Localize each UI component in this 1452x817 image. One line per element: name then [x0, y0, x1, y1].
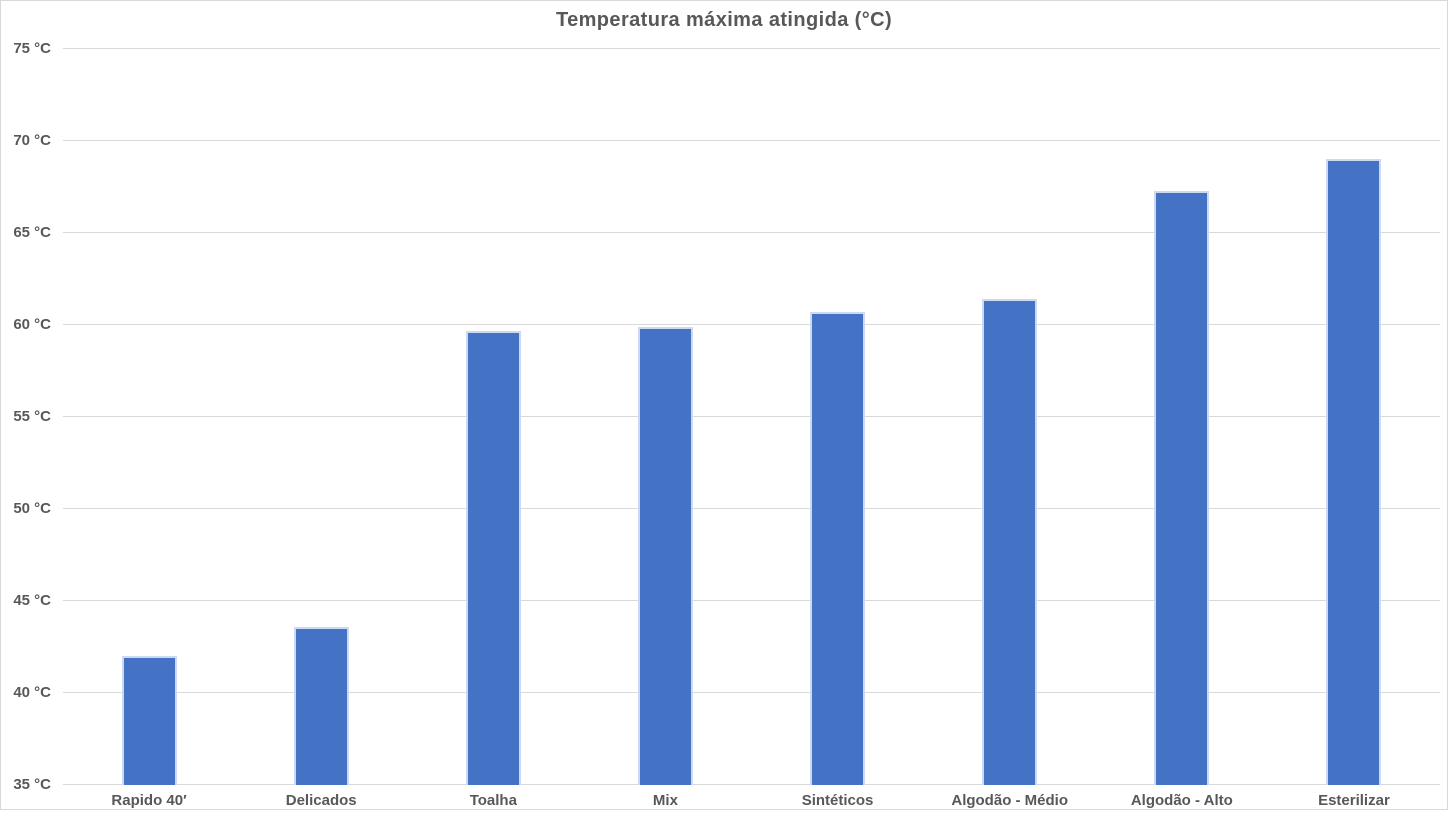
gridline: [63, 140, 1440, 141]
chart-title: Temperatura máxima atingida (°C): [555, 9, 893, 31]
y-tick-label: 45 °C: [13, 592, 51, 609]
y-tick-label: 70 °C: [13, 132, 51, 149]
bar-7: [1154, 190, 1210, 785]
gridline: [63, 324, 1440, 325]
plot-area: [63, 48, 1440, 785]
y-tick-label: 60 °C: [13, 316, 51, 333]
bar-4: [637, 326, 693, 785]
gridline: [63, 48, 1440, 49]
gridline: [63, 508, 1440, 509]
y-tick-label: 75 °C: [13, 40, 51, 57]
gridline: [63, 600, 1440, 601]
y-tick-label: 65 °C: [13, 224, 51, 241]
y-tick-label: 35 °C: [13, 776, 51, 793]
gridline: [63, 692, 1440, 693]
bar-3: [465, 330, 521, 785]
bar-2: [293, 626, 349, 785]
gridline: [63, 416, 1440, 417]
x-tick-label: Algodão - Médio: [951, 792, 1069, 809]
bar-8: [1326, 159, 1382, 785]
x-tick-label: Toalha: [469, 792, 517, 809]
x-tick-label: Mix: [652, 792, 678, 809]
y-tick-label: 55 °C: [13, 408, 51, 425]
x-tick-label: Algodão - Alto: [1130, 792, 1233, 809]
bar-1: [121, 656, 177, 785]
y-tick-label: 40 °C: [13, 684, 51, 701]
x-tick-label: Delicados: [285, 792, 357, 809]
bar-6: [982, 299, 1038, 785]
x-tick-label: Rapido 40′: [111, 792, 187, 809]
gridline: [63, 232, 1440, 233]
gridline: [63, 784, 1440, 785]
x-tick-label: Esterilizar: [1318, 792, 1390, 809]
bar-5: [810, 312, 866, 785]
x-tick-label: Sintéticos: [801, 792, 874, 809]
y-tick-label: 50 °C: [13, 500, 51, 517]
